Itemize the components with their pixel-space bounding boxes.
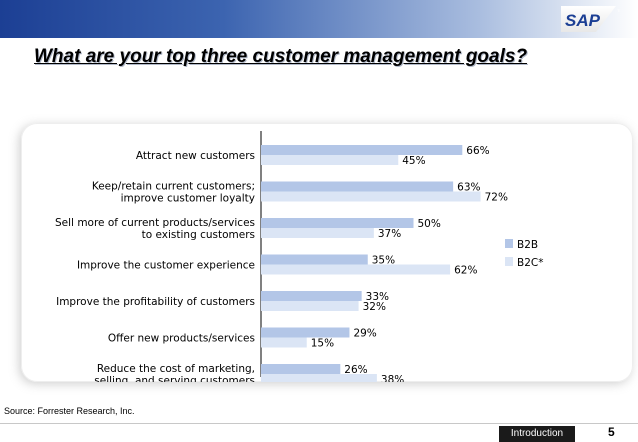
bar-b2c <box>261 301 359 311</box>
data-label: 32% <box>363 301 386 313</box>
legend-swatch <box>505 257 513 266</box>
category-label: Improve the profitability of customers <box>56 296 255 308</box>
data-label: 45% <box>402 155 425 167</box>
bar-b2c <box>261 155 399 165</box>
bar-b2b <box>261 364 341 374</box>
bar-chart: Attract new customers 66% 45% Keep/retain c… <box>55 131 543 382</box>
source-note: Source: Forrester Research, Inc. <box>4 406 135 416</box>
bar-b2c <box>261 191 481 202</box>
data-label: 72% <box>485 192 508 204</box>
category-label: Keep/retain current customers; improve cu… <box>92 181 255 205</box>
category-label: Improve the customer experience <box>77 260 255 272</box>
category-label: Sell more of current products/services to… <box>55 217 255 241</box>
slide-title: What are your top three customer managem… <box>34 46 528 67</box>
bar-b2b <box>261 145 463 155</box>
bar-b2b <box>261 218 414 228</box>
bar-b2b <box>261 327 350 338</box>
data-label: 15% <box>311 338 334 350</box>
footer-divider <box>0 423 638 424</box>
section-tab[interactable]: Introduction <box>499 426 575 442</box>
sap-logo: SAP TM <box>561 6 620 32</box>
chart-frame <box>21 123 633 382</box>
data-label: 50% <box>418 218 441 230</box>
legend-label: B2B <box>517 239 538 251</box>
category-label: Offer new products/services <box>108 333 255 345</box>
page-number: 5 <box>608 425 615 439</box>
trademark-text: TM <box>617 8 620 13</box>
data-label: 62% <box>454 265 477 277</box>
legend-label: B2C* <box>517 257 543 269</box>
category-label: Attract new customers <box>136 150 255 162</box>
bar-b2c <box>261 374 377 382</box>
legend-swatch <box>505 239 513 248</box>
bar-b2c <box>261 264 451 275</box>
data-label: 29% <box>353 328 376 340</box>
header-bar <box>0 0 638 38</box>
data-label: 37% <box>378 228 401 240</box>
data-label: 38% <box>381 374 404 382</box>
category-label: Reduce the cost of marketing, selling, an… <box>94 363 255 382</box>
bar-b2b <box>261 254 368 265</box>
data-label: 66% <box>466 145 489 157</box>
data-label: 33% <box>366 291 389 303</box>
bar-b2b <box>261 291 362 301</box>
data-label: 63% <box>457 182 480 194</box>
data-label: 35% <box>372 255 395 267</box>
bar-b2c <box>261 228 374 238</box>
bar-b2b <box>261 181 454 192</box>
data-label: 26% <box>344 364 367 376</box>
bar-b2c <box>261 337 307 348</box>
sap-logo-text: SAP <box>565 11 601 30</box>
